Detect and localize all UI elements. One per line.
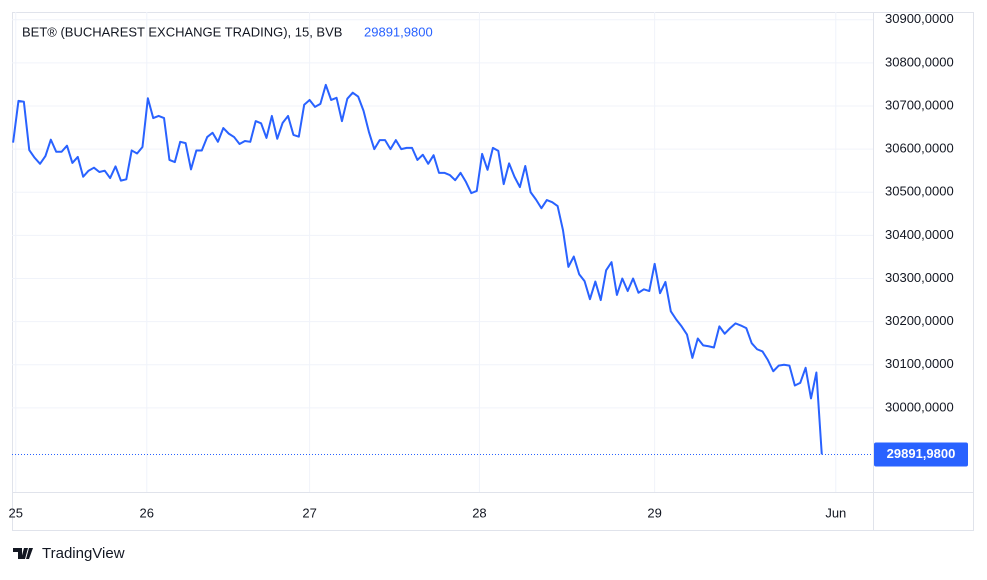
grid — [12, 12, 873, 492]
chart-title: BET® (BUCHAREST EXCHANGE TRADING), 15, B… — [22, 24, 342, 39]
y-tick-label: 30200,0000 — [885, 313, 954, 328]
x-tick-label: 25 — [9, 505, 23, 520]
chart-frame — [12, 12, 974, 531]
price-line — [12, 83, 823, 455]
x-tick-label: 26 — [140, 505, 154, 520]
logo — [13, 548, 33, 559]
y-tick-label: 30300,0000 — [885, 270, 954, 285]
y-tick-label: 30800,0000 — [885, 54, 954, 69]
x-tick-label: 28 — [472, 505, 486, 520]
brand: TradingView — [42, 545, 125, 562]
y-tick-label: 30900,0000 — [885, 11, 954, 26]
y-tick-label: 30500,0000 — [885, 184, 954, 199]
y-tick-label: 30700,0000 — [885, 97, 954, 112]
x-tick-label: Jun — [825, 505, 846, 520]
header-last-price: 29891,9800 — [364, 24, 433, 39]
plot — [12, 83, 873, 455]
x-tick-label: 29 — [647, 505, 661, 520]
y-tick-label: 30100,0000 — [885, 356, 954, 371]
last-price-badge — [874, 442, 968, 467]
last-price-label: 29891,9800 — [887, 446, 956, 461]
x-tick-label: 27 — [302, 505, 316, 520]
y-tick-label: 30000,0000 — [885, 399, 954, 414]
y-tick-label: 30600,0000 — [885, 141, 954, 156]
y-tick-label: 30400,0000 — [885, 227, 954, 242]
